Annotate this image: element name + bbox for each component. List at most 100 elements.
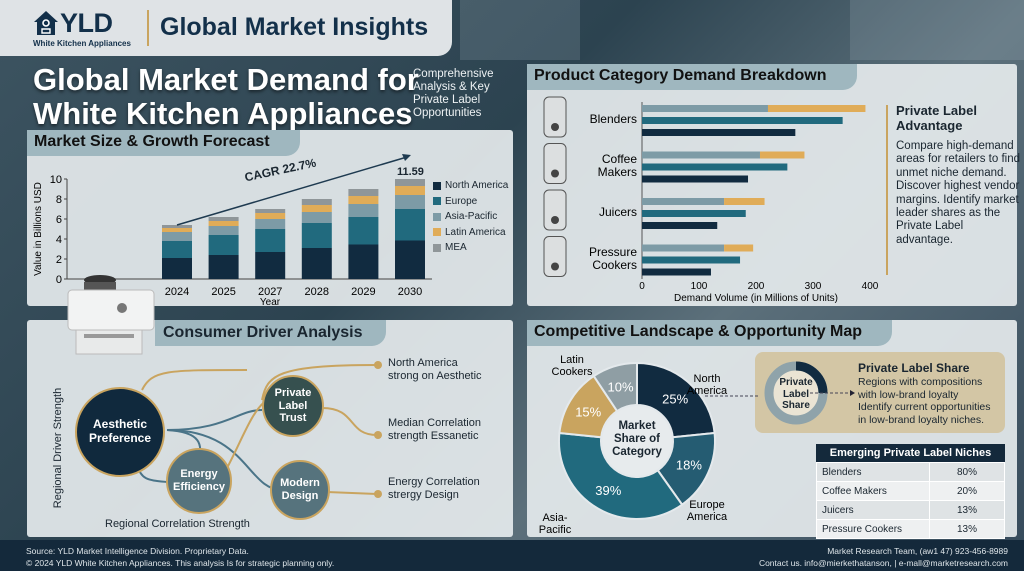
bar-segment bbox=[395, 240, 425, 279]
footer-source: Source: YLD Market Intelligence Division… bbox=[26, 546, 249, 556]
appliance-knob bbox=[551, 216, 559, 224]
header-title: Global Market Insights bbox=[160, 13, 429, 41]
bar bbox=[759, 151, 805, 159]
pressure-cooker-icon bbox=[543, 236, 567, 277]
bar-segment bbox=[162, 225, 192, 228]
x-tick-label: 2024 bbox=[165, 286, 189, 298]
panel-title: Product Category Demand Breakdown bbox=[527, 64, 857, 90]
y-tick-label: 8 bbox=[56, 194, 62, 206]
appliance-body bbox=[543, 236, 567, 277]
bar-segment bbox=[255, 209, 286, 213]
subtitle-line: Comprehensive bbox=[413, 68, 494, 80]
subtitle-line: Analysis & Key bbox=[413, 81, 490, 93]
background-cabinet bbox=[850, 0, 1024, 60]
appliance-knob bbox=[551, 262, 559, 271]
y-tick-label: 6 bbox=[56, 214, 62, 226]
slice-value-label: 10% bbox=[607, 379, 633, 394]
header-bar bbox=[0, 0, 452, 56]
niche-name: Blenders bbox=[816, 462, 930, 482]
niche-share: 13% bbox=[929, 500, 1005, 520]
bar bbox=[642, 244, 725, 252]
category-label: Coffee bbox=[602, 152, 637, 166]
bar-segment bbox=[348, 204, 379, 217]
bar-segment bbox=[395, 186, 425, 195]
title-line-1: Global Market Demand for bbox=[33, 62, 419, 97]
cagr-arrowhead bbox=[402, 154, 411, 161]
x-tick-label: 2028 bbox=[305, 286, 329, 298]
x-tick-label: 2025 bbox=[211, 286, 235, 298]
subtitle-line: Private Label bbox=[413, 94, 481, 106]
niche-name: Juicers bbox=[816, 500, 930, 520]
category-label: Cookers bbox=[592, 258, 637, 272]
product-demand-panel: Product Category Demand Breakdown bbox=[527, 64, 1017, 306]
bar-segment bbox=[348, 217, 379, 245]
appliance-body bbox=[543, 96, 567, 138]
bar bbox=[724, 244, 754, 252]
y-tick-label: 4 bbox=[56, 234, 62, 246]
x-tick-label: 2027 bbox=[258, 286, 282, 298]
espresso-machine-image bbox=[67, 275, 155, 355]
slice-value-label: 39% bbox=[595, 483, 621, 498]
bar-segment bbox=[301, 199, 332, 205]
category-label: Juicers bbox=[599, 205, 637, 219]
market-size-chart: 0 2 4 6 8 10 Value in Billions USD 2024 2025 2027… bbox=[33, 154, 432, 306]
legend-item: Asia-Pacific bbox=[433, 211, 497, 222]
footer: Source: YLD Market Intelligence Division… bbox=[0, 540, 1024, 571]
x-tick-label: 300 bbox=[805, 281, 822, 292]
blender-icon bbox=[543, 96, 567, 138]
bar-segment bbox=[208, 235, 239, 255]
panel-title: Market Size & Growth Forecast bbox=[27, 130, 300, 156]
table-row: Juicers 13% bbox=[816, 500, 1005, 520]
donut-slice bbox=[636, 361, 716, 439]
market-share-donut: 25%18%39%15%10%NorthAmericaEuropeAmerica… bbox=[539, 354, 728, 536]
category-label: Makers bbox=[598, 165, 637, 179]
appliance-body bbox=[543, 143, 567, 184]
donut-hole bbox=[602, 406, 672, 476]
page-subtitle: Comprehensive Analysis & Key Private Label… bbox=[413, 68, 494, 120]
x-axis-label: Year bbox=[260, 297, 281, 306]
bar-segment bbox=[208, 226, 239, 235]
niche-share: 13% bbox=[929, 519, 1005, 539]
niches-table: Emerging Private Label Niches Blenders 80… bbox=[816, 444, 1005, 539]
bar-segment bbox=[255, 213, 286, 219]
bar bbox=[642, 129, 796, 136]
bar bbox=[767, 105, 866, 112]
bar-segment bbox=[208, 221, 239, 226]
panel-title: Consumer Driver Analysis bbox=[155, 320, 387, 346]
bar-segment bbox=[348, 196, 379, 204]
bar-segment bbox=[348, 189, 379, 196]
y-tick-label: 0 bbox=[56, 274, 62, 286]
private-label-ring bbox=[764, 361, 828, 425]
donut-center-label: Market Share of Category bbox=[612, 420, 662, 458]
y-axis-label: Regional Driver Strength bbox=[52, 387, 64, 509]
coffee-maker-icon bbox=[543, 143, 567, 184]
product-demand-chart: 0 100 200 300 400 Demand Volume (in Millions … bbox=[543, 96, 879, 304]
dashed-arrow bbox=[705, 390, 855, 397]
niche-share: 80% bbox=[929, 462, 1005, 482]
bar-segment bbox=[348, 244, 379, 279]
slice-label: Latin bbox=[560, 354, 584, 366]
table-row: Blenders 80% bbox=[816, 462, 1005, 482]
bar bbox=[642, 117, 843, 124]
slice-label: North bbox=[694, 373, 721, 385]
x-tick-label: 2030 bbox=[398, 286, 422, 298]
ring-label: Private Label Share bbox=[779, 377, 813, 411]
bar-segment bbox=[395, 209, 425, 241]
top-value-label: 11.59 bbox=[397, 166, 424, 178]
driver-note: North America strong on Aesthetic bbox=[388, 357, 482, 382]
node-aesthetic-preference: Aesthetic Preference bbox=[75, 387, 165, 477]
bar bbox=[642, 256, 741, 264]
legend-item: Latin America bbox=[433, 227, 506, 238]
slice-label: America bbox=[687, 385, 728, 397]
bar-segment bbox=[162, 241, 192, 258]
house-logo-icon bbox=[34, 11, 58, 35]
x-tick-label: 2029 bbox=[351, 286, 375, 298]
footer-team: Market Research Team, (aw1 47) 923-456-8… bbox=[827, 546, 1008, 556]
slice-label: Asia- bbox=[542, 512, 567, 524]
bar bbox=[724, 198, 765, 205]
cagr-arrow bbox=[176, 156, 408, 226]
slice-value-label: 18% bbox=[676, 458, 702, 473]
panel-title: Competitive Landscape & Opportunity Map bbox=[527, 320, 893, 346]
donut-slice bbox=[558, 431, 684, 520]
bar bbox=[642, 210, 746, 217]
